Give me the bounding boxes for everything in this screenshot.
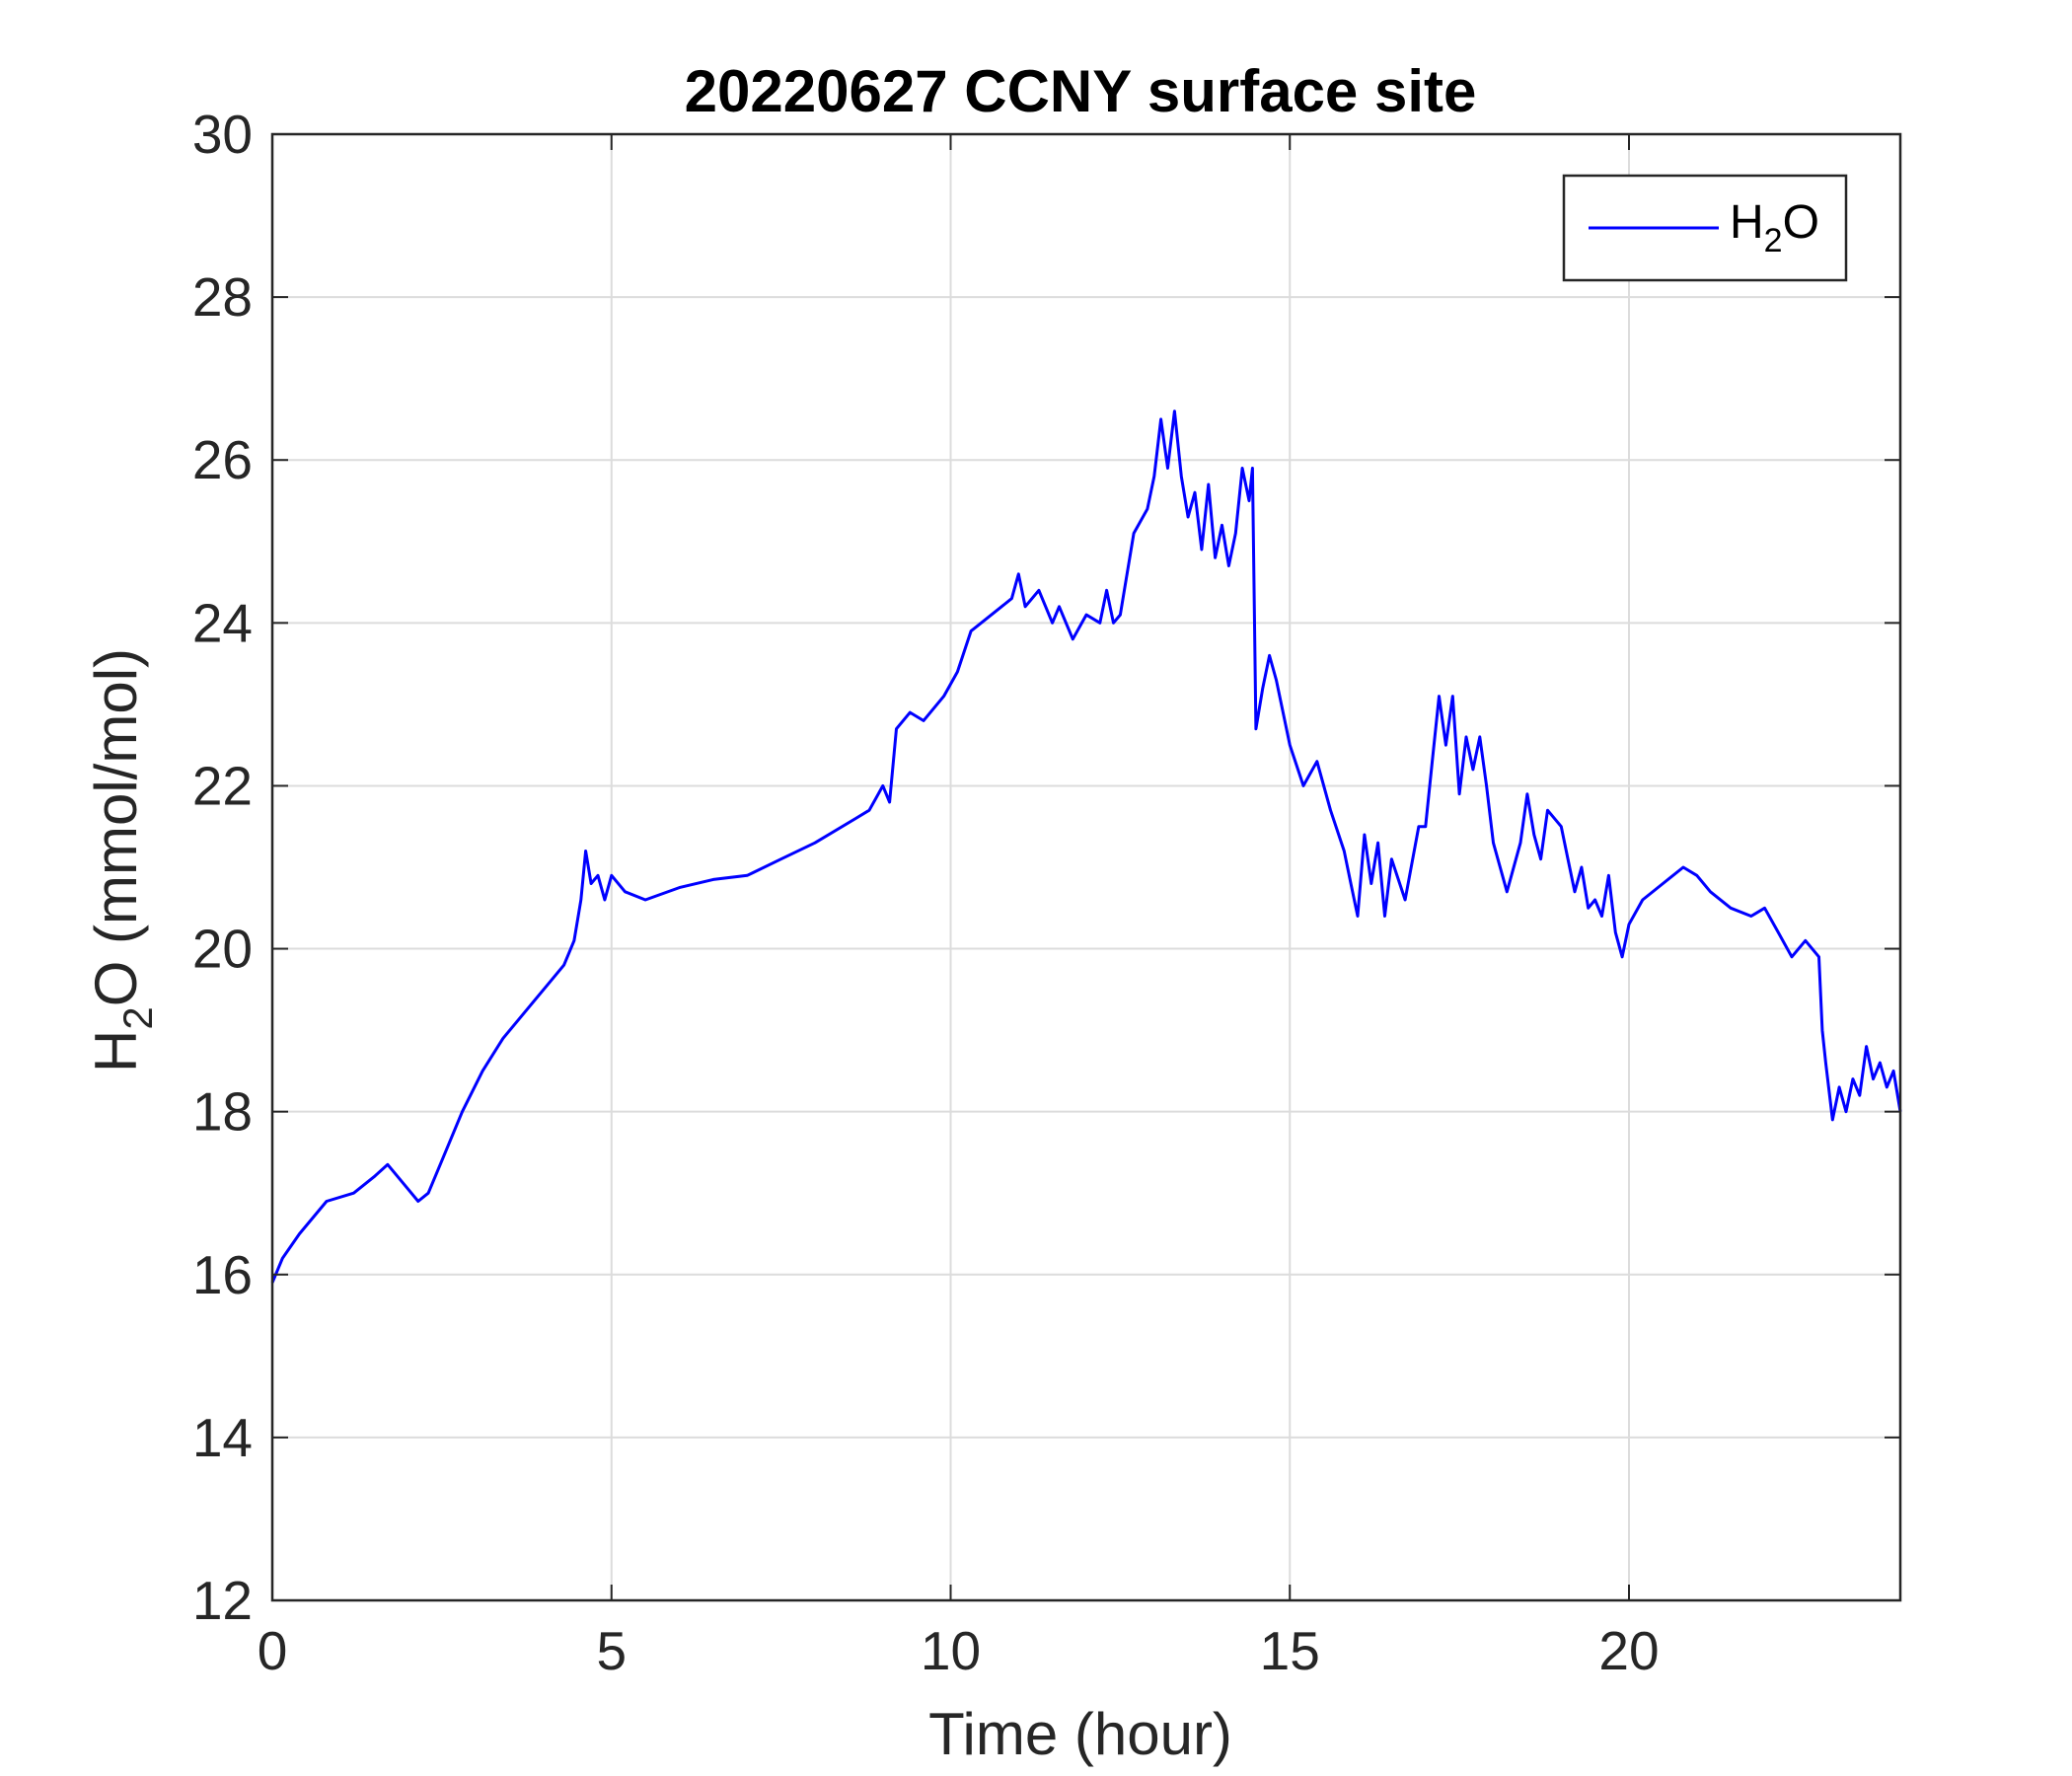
- legend-entry-h2o: H2O: [1730, 196, 1819, 259]
- y-tick-label: 12: [192, 1570, 253, 1631]
- legend: H2O: [1562, 174, 1848, 282]
- y-tick-label: 14: [192, 1407, 253, 1468]
- chart-title: 20220627 CCNY surface site: [685, 58, 1477, 124]
- y-axis-label: H2O (mmol/mol): [83, 648, 161, 1073]
- x-tick-label: 0: [258, 1620, 288, 1681]
- y-tick-label: 22: [192, 755, 253, 816]
- y-tick-label: 30: [192, 104, 253, 165]
- y-tick-label: 24: [192, 592, 253, 653]
- series-layer: [270, 409, 1902, 1284]
- series-line-h2o: [270, 409, 1902, 1284]
- y-axis-label-rest: O (mmol/mol): [83, 648, 149, 1006]
- y-tick-label: 18: [192, 1081, 253, 1143]
- tick-marks: [271, 133, 1900, 1601]
- x-tick-label: 10: [921, 1620, 981, 1681]
- legend-entry-rest: O: [1783, 196, 1819, 249]
- legend-entry-h: H: [1730, 196, 1764, 249]
- y-tick-label: 26: [192, 429, 253, 490]
- x-tick-label: 5: [596, 1620, 627, 1681]
- x-tick-labels: 0 5 10 15 20: [258, 1620, 1660, 1681]
- y-tick-label: 28: [192, 266, 253, 328]
- x-tick-label: 20: [1598, 1620, 1659, 1681]
- axes-box: [270, 132, 1902, 1602]
- y-axis-label-h: H: [83, 1030, 149, 1073]
- y-tick-label: 20: [192, 919, 253, 980]
- x-axis-label: Time (hour): [928, 1701, 1232, 1767]
- y-tick-labels: 12 14 16 18 20 22 24 26 28 30: [192, 104, 253, 1631]
- x-tick-label: 15: [1260, 1620, 1320, 1681]
- grid-lines: [272, 134, 1900, 1600]
- y-tick-label: 16: [192, 1244, 253, 1305]
- y-axis-label-subscript: 2: [114, 1006, 161, 1029]
- legend-entry-subscript: 2: [1764, 222, 1783, 259]
